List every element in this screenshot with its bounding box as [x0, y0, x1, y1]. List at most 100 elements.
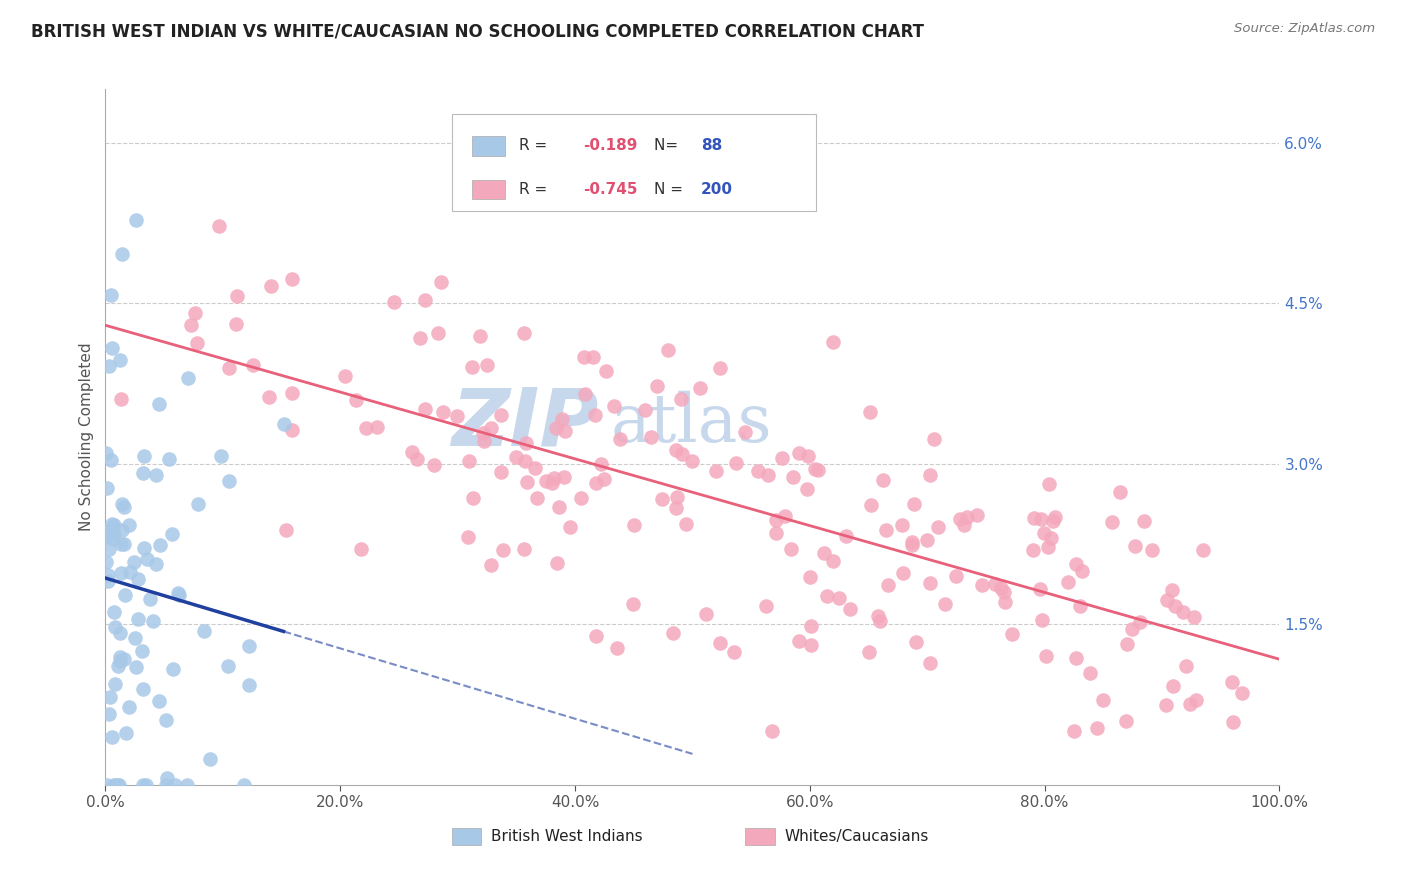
Point — [1182, 610, 1205, 624]
Point — [797, 449, 820, 463]
Point — [891, 566, 914, 581]
Point — [274, 523, 297, 537]
Point — [662, 626, 685, 640]
Point — [513, 326, 536, 340]
Point — [821, 553, 844, 567]
Point — [457, 530, 479, 544]
Point — [111, 497, 134, 511]
Point — [132, 778, 155, 792]
Point — [1035, 649, 1057, 664]
Point — [118, 518, 141, 533]
Point — [1220, 675, 1243, 690]
Point — [110, 392, 132, 406]
Text: -0.745: -0.745 — [583, 182, 638, 197]
Point — [97, 524, 120, 539]
Point — [665, 500, 688, 515]
Point — [96, 555, 118, 569]
Point — [593, 472, 616, 486]
Point — [132, 541, 155, 555]
Point — [167, 588, 190, 602]
Point — [103, 518, 125, 533]
Text: atlas: atlas — [610, 391, 772, 456]
Point — [1033, 526, 1056, 541]
Point — [574, 351, 596, 365]
Point — [100, 287, 122, 301]
Point — [148, 694, 170, 708]
Point — [110, 524, 132, 538]
Point — [915, 533, 938, 548]
Point — [983, 577, 1005, 591]
Point — [770, 450, 793, 465]
Point — [132, 467, 155, 481]
Point — [901, 538, 924, 552]
Point — [1038, 477, 1060, 491]
Point — [994, 595, 1017, 609]
Point — [695, 607, 717, 621]
Text: R =: R = — [519, 138, 551, 153]
Point — [163, 778, 186, 792]
Point — [1069, 599, 1091, 614]
Point — [1156, 593, 1178, 607]
Point — [384, 295, 406, 310]
Point — [96, 778, 118, 792]
Point — [100, 521, 122, 535]
Point — [523, 460, 546, 475]
Point — [136, 552, 159, 566]
Point — [905, 635, 928, 649]
Point — [1063, 724, 1085, 739]
Point — [97, 568, 120, 582]
Point — [536, 474, 558, 488]
Point — [200, 752, 222, 766]
Point — [112, 651, 135, 665]
Point — [350, 541, 373, 556]
Point — [479, 421, 502, 435]
FancyBboxPatch shape — [745, 828, 775, 846]
Point — [513, 542, 536, 557]
Point — [208, 219, 231, 234]
Point — [804, 461, 827, 475]
Point — [970, 578, 993, 592]
Point — [468, 328, 491, 343]
Point — [756, 468, 779, 483]
Point — [1164, 599, 1187, 614]
Point — [554, 424, 576, 438]
Point — [110, 566, 132, 580]
Point — [1031, 512, 1053, 526]
Point — [1108, 485, 1130, 500]
Point — [1185, 692, 1208, 706]
Point — [709, 636, 731, 650]
Point — [595, 364, 617, 378]
Point — [142, 614, 165, 628]
Point — [122, 555, 145, 569]
Point — [101, 341, 124, 355]
Point — [427, 326, 450, 341]
Point — [156, 771, 179, 785]
Point — [800, 618, 823, 632]
Point — [333, 369, 356, 384]
Point — [761, 724, 783, 739]
Point — [94, 446, 117, 460]
Point — [550, 412, 572, 426]
Text: Whites/Caucasians: Whites/Caucasians — [785, 829, 928, 844]
Text: Source: ZipAtlas.com: Source: ZipAtlas.com — [1234, 22, 1375, 36]
Point — [112, 537, 135, 551]
Point — [107, 658, 129, 673]
Point — [139, 592, 162, 607]
Point — [747, 464, 769, 478]
Point — [858, 644, 880, 658]
Point — [401, 445, 423, 459]
Point — [160, 527, 183, 541]
Point — [821, 334, 844, 349]
Point — [671, 447, 693, 461]
Point — [934, 597, 956, 611]
Point — [875, 523, 897, 537]
Point — [124, 631, 146, 645]
Point — [1064, 558, 1087, 572]
Point — [366, 420, 388, 434]
Point — [100, 730, 122, 744]
Point — [665, 490, 688, 504]
Point — [1045, 510, 1067, 524]
Point — [799, 570, 821, 584]
Point — [218, 361, 240, 376]
Point — [111, 247, 134, 261]
